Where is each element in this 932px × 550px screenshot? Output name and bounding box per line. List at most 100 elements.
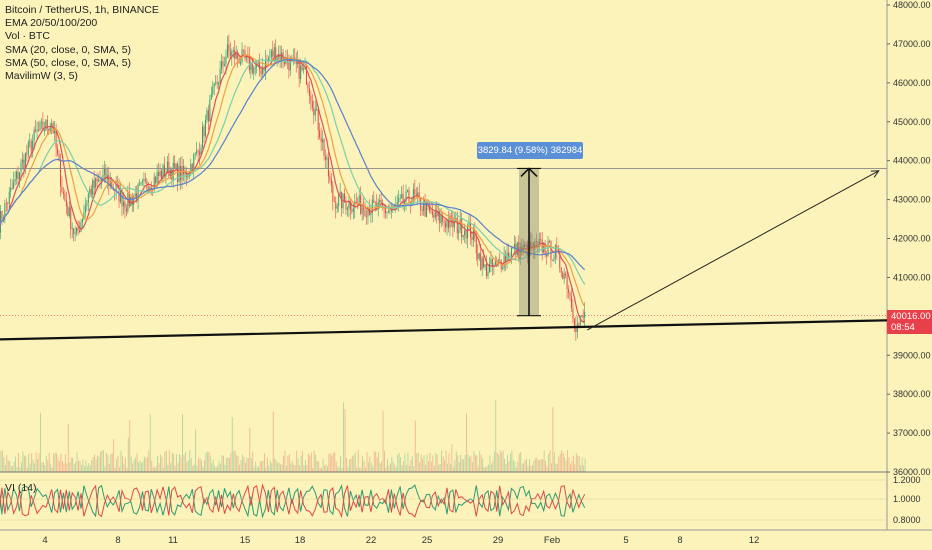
candle-body	[386, 212, 388, 214]
volume-bar	[407, 452, 409, 472]
volume-bar	[108, 463, 110, 472]
candle-body	[584, 311, 586, 318]
volume-bar	[86, 466, 88, 472]
volume-bar	[498, 454, 500, 472]
candle-body	[522, 244, 524, 252]
volume-bar	[360, 467, 362, 472]
volume-bar	[305, 459, 306, 472]
candle-body	[534, 240, 536, 250]
volume-bar	[29, 463, 31, 472]
volume-bar	[92, 457, 94, 472]
volume-bar	[432, 455, 434, 472]
candle-body	[259, 62, 261, 71]
y-tick-label: 44000.00	[893, 156, 931, 166]
candle-body	[467, 225, 469, 239]
volume-bar	[117, 455, 119, 472]
vi-indicator-label[interactable]: VI (14)	[5, 482, 37, 494]
candle-body	[158, 172, 160, 177]
candle-body	[24, 153, 26, 170]
volume-bar	[517, 461, 519, 472]
candle-body	[269, 57, 271, 59]
candle-body	[209, 99, 211, 122]
candle-body	[344, 193, 346, 202]
candle-body	[54, 130, 56, 134]
volume-bar	[281, 464, 283, 472]
legend-sma20[interactable]: SMA (20, close, 0, SMA, 5)	[5, 43, 132, 56]
volume-bar	[530, 466, 532, 472]
x-tick-label: 5	[623, 535, 628, 546]
legend-vol[interactable]: Vol · BTC	[5, 30, 50, 43]
volume-bar	[567, 450, 568, 472]
candle-body	[474, 229, 476, 239]
legend-sma50[interactable]: SMA (50, close, 0, SMA, 5)	[5, 56, 132, 69]
vi-tick-label: 0.8000	[893, 515, 921, 525]
volume-bar	[64, 454, 66, 472]
volume-bar	[523, 463, 525, 472]
candle-body	[360, 195, 362, 214]
candle-body	[215, 82, 217, 84]
volume-bar	[119, 467, 120, 472]
volume-bar	[297, 458, 299, 472]
volume-bar	[9, 461, 11, 472]
volume-bar	[244, 462, 246, 472]
volume-bar	[359, 467, 361, 472]
candle-body	[248, 55, 250, 71]
candle-body	[566, 275, 568, 290]
volume-bar	[331, 455, 333, 472]
volume-bar	[477, 466, 479, 472]
candle-body	[338, 194, 340, 206]
volume-bar	[69, 462, 71, 472]
candle-body	[506, 252, 508, 262]
candle-body	[235, 51, 237, 59]
candle-body	[275, 47, 277, 62]
volume-bar	[423, 455, 425, 472]
candle-body	[232, 50, 234, 52]
volume-bar	[180, 456, 182, 472]
volume-bar	[201, 460, 202, 472]
measure-label[interactable]: 3829.84 (9.58%) 382984	[477, 142, 583, 159]
candle-body	[87, 193, 89, 203]
candle-body	[326, 157, 328, 160]
volume-bar	[486, 466, 488, 472]
candle-body	[289, 57, 291, 71]
x-tick-label: 18	[295, 535, 306, 546]
volume-bar	[476, 455, 478, 472]
volume-bar	[334, 451, 336, 472]
volume-bar	[195, 429, 197, 472]
legend-ema[interactable]: EMA 20/50/100/200	[5, 17, 98, 30]
candle-body	[58, 154, 60, 161]
volume-bar	[284, 451, 286, 472]
volume-bar	[177, 462, 179, 472]
legend-title[interactable]: Bitcoin / TetherUS, 1h, BINANCE	[5, 4, 159, 16]
volume-bar	[366, 452, 368, 472]
volume-bar	[268, 465, 270, 472]
volume-bar	[420, 454, 422, 472]
candle-body	[203, 126, 205, 137]
candle-body	[569, 292, 571, 297]
candle-body	[465, 230, 467, 239]
x-tick-label: 8	[677, 535, 682, 546]
candle-body	[310, 95, 312, 102]
volume-bar	[408, 465, 410, 472]
volume-bar	[388, 465, 390, 472]
volume-bar	[54, 452, 56, 472]
candle-body	[161, 171, 163, 179]
volume-bar	[246, 457, 248, 472]
candle-body	[462, 235, 464, 238]
volume-bar	[133, 460, 135, 472]
candle-body	[404, 201, 406, 204]
volume-bar	[340, 455, 342, 472]
legend-mavilim[interactable]: MavilimW (3, 5)	[5, 70, 78, 83]
volume-bar	[326, 466, 328, 472]
candle-body	[65, 199, 67, 207]
volume-bar	[162, 467, 164, 472]
volume-bar	[237, 456, 239, 472]
volume-bar	[384, 450, 385, 472]
volume-bar	[445, 450, 447, 472]
volume-bar	[362, 455, 364, 472]
candle-body	[48, 128, 50, 131]
volume-bar	[397, 454, 399, 472]
candle-body	[529, 241, 531, 250]
